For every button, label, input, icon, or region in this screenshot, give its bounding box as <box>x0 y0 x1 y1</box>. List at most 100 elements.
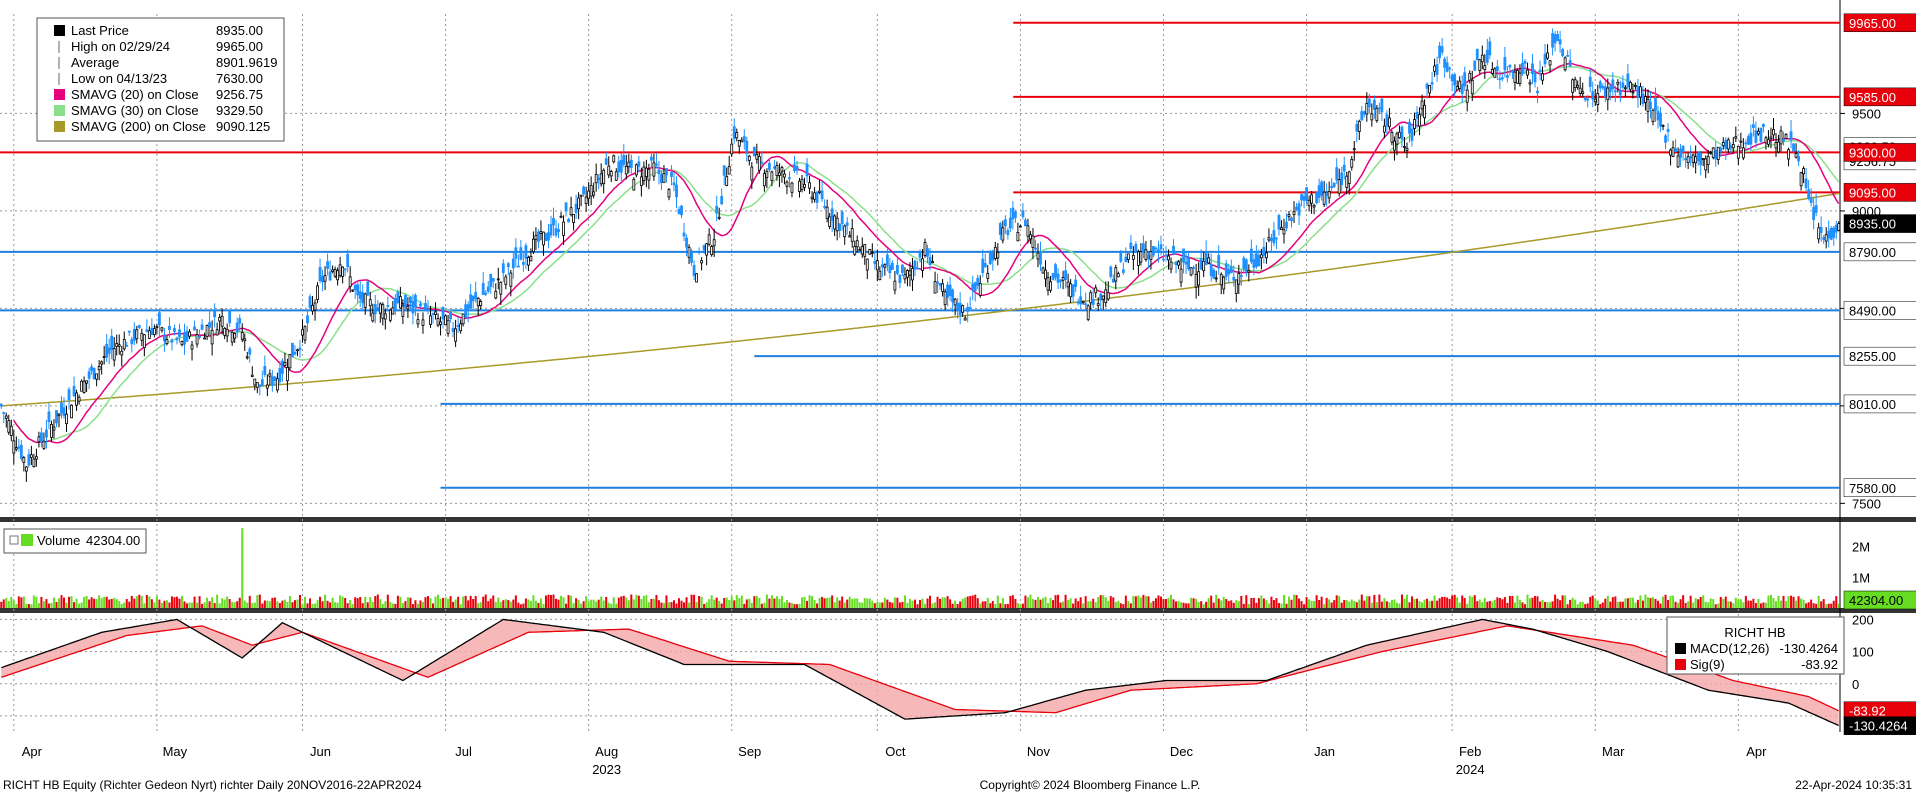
candle-down <box>722 165 726 176</box>
volume-bar <box>1682 595 1685 608</box>
candle-down <box>732 126 736 139</box>
volume-bar <box>1443 596 1446 608</box>
volume-bar <box>366 602 369 608</box>
candle-down <box>936 281 939 284</box>
volume-bar <box>103 596 106 608</box>
volume-bar <box>434 596 437 608</box>
candle-up <box>1837 223 1841 231</box>
macd-tick-label: 0 <box>1852 677 1859 692</box>
candle-down <box>682 232 686 237</box>
candle-down <box>998 223 1002 235</box>
candle-up <box>1734 136 1738 139</box>
volume-tag-box <box>1843 590 1916 610</box>
candle-down <box>1084 303 1088 306</box>
volume-legend[interactable]: Volume 42304.00 <box>3 528 147 554</box>
candle-down <box>1460 84 1464 94</box>
candle-up <box>542 231 545 246</box>
candle-up <box>961 305 965 313</box>
volume-bar <box>1657 600 1660 608</box>
volume-bar <box>595 601 598 608</box>
volume-bar <box>841 596 844 608</box>
candle-down <box>1209 264 1213 277</box>
volume-bar <box>218 603 221 608</box>
candle-down <box>873 261 877 265</box>
volume-bar <box>1589 596 1592 608</box>
volume-bar <box>951 603 954 608</box>
candle-down <box>1377 107 1381 110</box>
candle-up <box>1219 273 1223 286</box>
candle-down <box>552 218 555 226</box>
volume-bar <box>386 594 389 608</box>
volume-bar <box>1247 603 1250 608</box>
candle-up <box>639 176 643 187</box>
macd-legend[interactable]: RICHT HB MACD(12,26) -130.4264 Sig(9) -8… <box>1666 616 1845 675</box>
candle-up <box>253 378 257 386</box>
volume-bar <box>1240 595 1243 608</box>
candle-up <box>572 214 575 223</box>
volume-bar <box>1586 603 1589 608</box>
volume-bar <box>705 602 708 608</box>
volume-bar <box>173 597 176 608</box>
candle-up <box>1741 147 1745 159</box>
candle-down <box>1011 207 1015 220</box>
candle-down <box>1239 274 1243 277</box>
volume-bar <box>75 598 78 608</box>
volume-bar <box>1267 603 1270 608</box>
volume-bar <box>891 602 894 608</box>
candle-down <box>466 304 470 312</box>
candle-up <box>587 190 591 199</box>
volume-bar <box>836 597 839 608</box>
candle-up <box>747 155 751 161</box>
volume-bar <box>823 598 826 608</box>
volume-bar <box>1333 600 1336 608</box>
volume-bar <box>293 600 296 608</box>
candle-down <box>373 304 377 315</box>
collapse-icon[interactable] <box>9 535 19 545</box>
volume-bar <box>851 598 854 608</box>
candle-down <box>110 335 114 350</box>
volume-bar <box>1177 600 1180 608</box>
candle-down <box>815 191 819 203</box>
level-tag-label: 9965.00 <box>1849 16 1896 31</box>
month-label: Dec <box>1170 744 1194 759</box>
candle-down <box>973 282 977 292</box>
candle-up <box>705 243 709 256</box>
volume-bar <box>223 599 226 608</box>
candle-down <box>1242 257 1246 270</box>
year-label: 2023 <box>592 762 621 777</box>
candle-up <box>436 318 440 326</box>
volume-bar <box>1295 594 1298 608</box>
volume-bar <box>853 598 856 608</box>
candle-down <box>690 250 693 263</box>
volume-bar <box>283 599 286 608</box>
volume-bar <box>502 600 505 608</box>
volume-bar <box>1441 596 1444 608</box>
volume-bar <box>760 603 763 608</box>
volume-bar <box>1433 595 1436 608</box>
candle-down <box>193 326 196 331</box>
candle-down <box>426 309 430 311</box>
candle-down <box>411 300 415 314</box>
candle-up <box>1375 107 1379 121</box>
volume-bar <box>1293 594 1296 608</box>
legend-label: Low on 04/13/23 <box>71 71 167 86</box>
candle-down <box>1302 196 1306 201</box>
volume-bar <box>68 596 71 608</box>
volume-bar <box>1463 598 1466 608</box>
month-label: May <box>163 744 188 759</box>
candle-up <box>1465 89 1469 103</box>
candle-up <box>1593 98 1597 103</box>
candle-up <box>1094 287 1098 294</box>
candle-up <box>1634 85 1637 87</box>
volume-bar <box>688 602 691 608</box>
candle-up <box>1651 109 1655 122</box>
volume-bar <box>341 596 344 608</box>
candle-up <box>986 272 990 279</box>
candle-down <box>1729 145 1733 149</box>
candle-up <box>1026 225 1030 237</box>
volume-bar <box>1471 596 1474 608</box>
candle-up <box>624 165 628 175</box>
candle-down <box>788 177 791 180</box>
candle-up <box>245 356 249 359</box>
